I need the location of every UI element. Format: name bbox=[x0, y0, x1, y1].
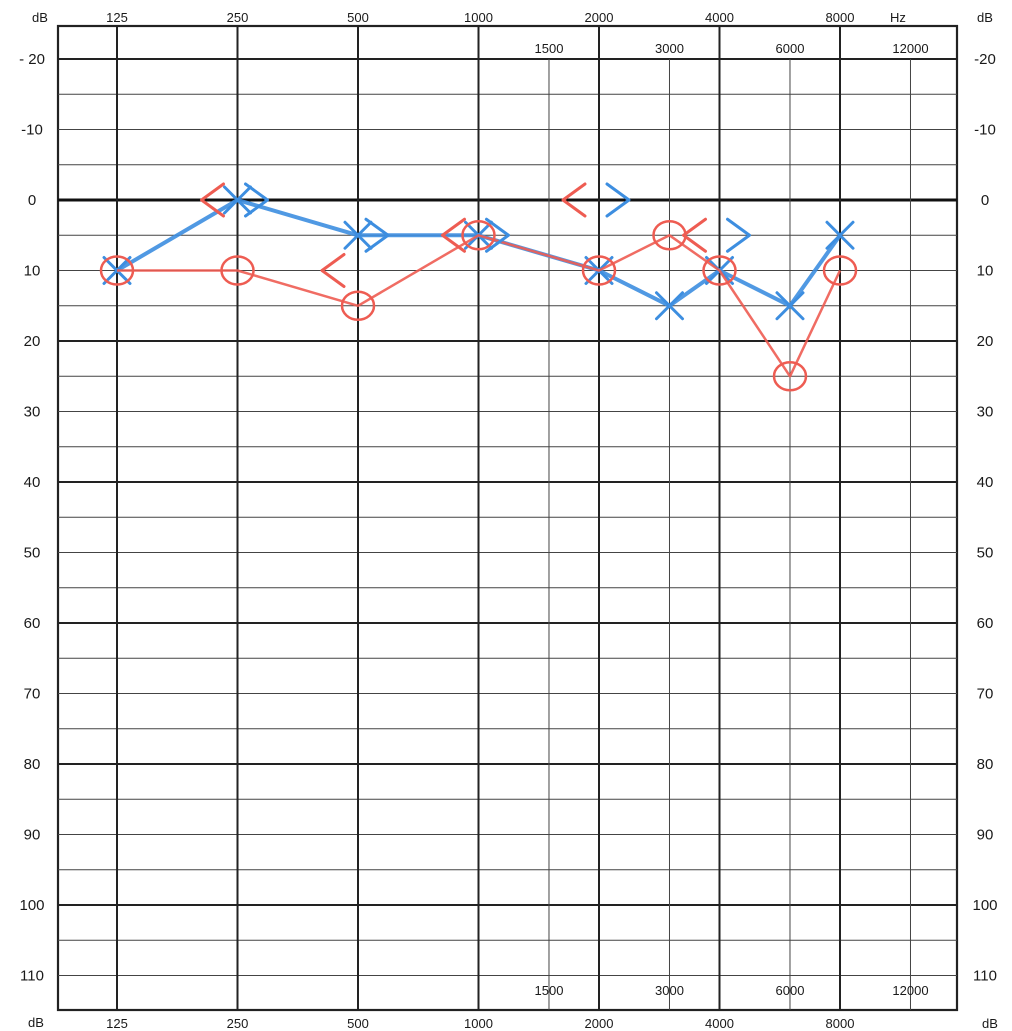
db-tick-label-left: 90 bbox=[24, 827, 41, 844]
freq-tick-label-top: 250 bbox=[227, 10, 249, 25]
db-tick-label-left: 10 bbox=[24, 263, 41, 280]
bracket-left-marker bbox=[320, 253, 346, 288]
bracket-right-marker bbox=[726, 217, 751, 253]
bracket-right-marker bbox=[605, 182, 631, 218]
freq-tick-label-bottom: 8000 bbox=[826, 1016, 855, 1031]
plot-frame bbox=[56, 24, 959, 1012]
bracket-right-marker bbox=[244, 182, 269, 218]
mid-freq-tick-label-top: 6000 bbox=[776, 41, 805, 56]
db-tick-label-right: 30 bbox=[977, 404, 994, 421]
freq-tick-label-bottom: 500 bbox=[347, 1016, 369, 1031]
freq-tick-label-bottom: 2000 bbox=[585, 1016, 614, 1031]
db-tick-label-right: 100 bbox=[972, 897, 997, 914]
mid-freq-tick-label-bottom: 3000 bbox=[655, 983, 684, 998]
db-tick-label-right: -20 bbox=[974, 51, 996, 68]
db-tick-label-left: 100 bbox=[19, 897, 44, 914]
db-tick-label-left: 20 bbox=[24, 333, 41, 350]
series-bracket-right bbox=[244, 182, 751, 253]
o-marker bbox=[340, 290, 376, 321]
freq-tick-label-top: 125 bbox=[106, 10, 128, 25]
db-tick-label-left: 0 bbox=[28, 192, 36, 209]
mid-freq-tick-label-top: 12000 bbox=[892, 41, 928, 56]
x-marker bbox=[343, 220, 373, 250]
freq-tick-label-top: 4000 bbox=[705, 10, 734, 25]
mid-freq-tick-label-top: 3000 bbox=[655, 41, 684, 56]
freq-tick-label-bottom: 125 bbox=[106, 1016, 128, 1031]
db-tick-label-left: 70 bbox=[24, 686, 41, 703]
freq-tick-label-bottom: 1000 bbox=[464, 1016, 493, 1031]
db-tick-label-right: 50 bbox=[977, 545, 994, 562]
db-tick-label-left: 50 bbox=[24, 545, 41, 562]
series-line bbox=[117, 234, 842, 378]
bracket-left-marker bbox=[682, 217, 707, 253]
db-tick-label-left: 40 bbox=[24, 474, 41, 491]
db-unit-bottom-right: dB bbox=[982, 1016, 998, 1031]
mid-freq-tick-label-bottom: 6000 bbox=[776, 983, 805, 998]
freq-tick-label-bottom: 4000 bbox=[705, 1016, 734, 1031]
bracket-right-marker bbox=[485, 217, 510, 253]
o-marker bbox=[772, 361, 808, 392]
db-tick-label-right: 20 bbox=[977, 333, 994, 350]
o-marker bbox=[581, 255, 617, 286]
o-marker bbox=[702, 255, 737, 286]
db-tick-label-right: -10 bbox=[974, 122, 996, 139]
db-unit-top-right: dB bbox=[977, 10, 993, 25]
db-unit-bottom-left: dB bbox=[28, 1015, 44, 1030]
x-marker bbox=[775, 291, 805, 321]
db-tick-label-right: 40 bbox=[977, 474, 994, 491]
bracket-right-marker bbox=[364, 217, 390, 253]
db-tick-label-right: 0 bbox=[981, 192, 989, 209]
x-marker bbox=[654, 291, 684, 321]
series-bracket-left bbox=[200, 182, 707, 288]
freq-tick-label-top: 500 bbox=[347, 10, 369, 25]
db-tick-label-left: 80 bbox=[24, 756, 41, 773]
o-marker bbox=[99, 255, 135, 286]
o-marker bbox=[220, 255, 255, 286]
tick-label-layer: 1251252502505005001000100020002000400040… bbox=[19, 10, 997, 1031]
db-tick-label-left: - 20 bbox=[19, 51, 45, 68]
db-tick-label-right: 70 bbox=[977, 686, 994, 703]
db-tick-label-right: 80 bbox=[977, 756, 994, 773]
db-tick-label-right: 90 bbox=[977, 827, 994, 844]
freq-tick-label-top: 1000 bbox=[464, 10, 493, 25]
db-tick-label-left: 110 bbox=[20, 968, 44, 985]
db-tick-label-right: 10 bbox=[977, 263, 994, 280]
freq-tick-label-top: 8000 bbox=[826, 10, 855, 25]
bracket-left-marker bbox=[441, 217, 466, 253]
hz-unit-label: Hz bbox=[890, 10, 906, 25]
x-marker bbox=[223, 185, 252, 215]
db-tick-label-left: 30 bbox=[24, 404, 41, 421]
mid-freq-tick-label-top: 1500 bbox=[535, 41, 564, 56]
freq-tick-label-top: 2000 bbox=[585, 10, 614, 25]
series-layer bbox=[99, 182, 858, 392]
mid-freq-tick-label-bottom: 1500 bbox=[535, 983, 564, 998]
db-tick-label-left: -10 bbox=[21, 122, 43, 139]
db-tick-label-right: 110 bbox=[973, 968, 997, 985]
db-tick-label-left: 60 bbox=[24, 615, 41, 632]
freq-tick-label-bottom: 250 bbox=[227, 1016, 249, 1031]
mid-freq-tick-label-bottom: 12000 bbox=[892, 983, 928, 998]
db-unit-top-left: dB bbox=[32, 10, 48, 25]
o-marker bbox=[822, 255, 858, 286]
bracket-left-marker bbox=[200, 182, 225, 218]
x-marker bbox=[825, 220, 855, 250]
db-tick-label-right: 60 bbox=[977, 615, 994, 632]
bracket-left-marker bbox=[561, 182, 587, 218]
o-marker bbox=[461, 220, 496, 251]
